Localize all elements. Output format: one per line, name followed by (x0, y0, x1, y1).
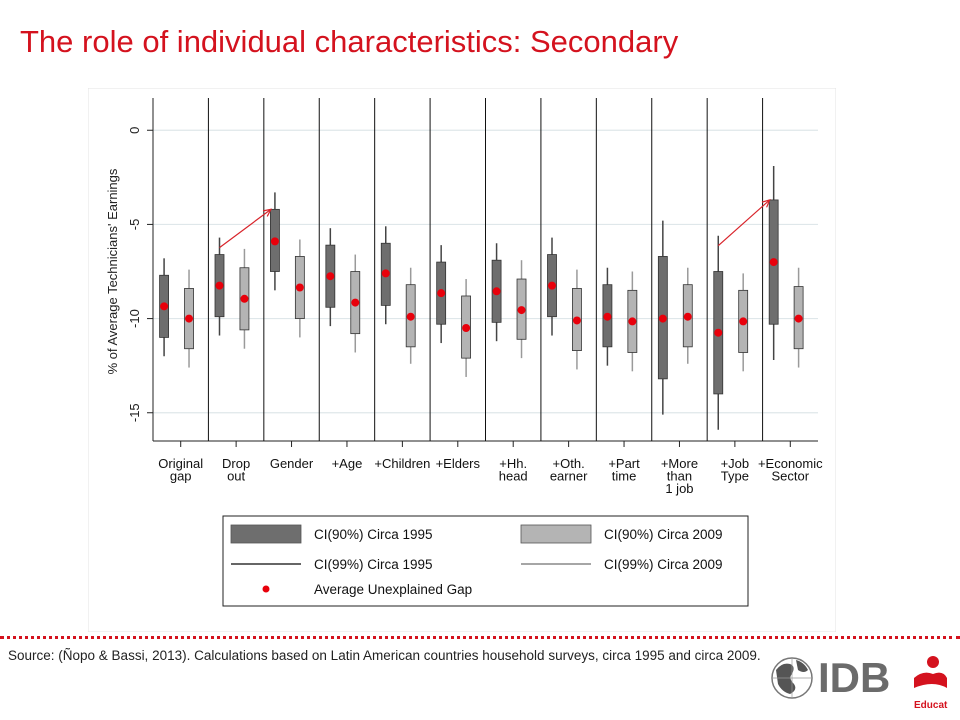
x-tick-label: Gender (270, 456, 314, 471)
gap-marker (658, 314, 667, 323)
legend-label: CI(90%) Circa 2009 (604, 527, 723, 542)
gap-marker (603, 312, 612, 321)
x-tick-label: +More (661, 456, 698, 471)
person-icon (914, 656, 947, 688)
x-tick-label: +Children (374, 456, 430, 471)
x-tick-label: +Job (721, 456, 750, 471)
gap-marker (794, 314, 803, 323)
x-tick-label: Sector (772, 469, 810, 484)
legend-box (222, 515, 749, 607)
source-note: Source: (Ñopo & Bassi, 2013). Calculatio… (8, 648, 761, 663)
x-tick-label: head (499, 469, 528, 484)
legend-label: CI(90%) Circa 1995 (314, 527, 433, 542)
gap-marker (185, 314, 194, 323)
x-tick-label: +Part (608, 456, 640, 471)
trend-arrow-line (717, 199, 771, 247)
page-title: The role of individual characteristics: … (20, 24, 679, 59)
x-tick-label: +Age (332, 456, 363, 471)
gap-marker (739, 317, 748, 326)
gap-marker (326, 272, 335, 281)
legend-label: Average Unexplained Gap (314, 582, 472, 597)
chart: 0 -5 -10 -15 % of Average Technicians' Earni… (87, 87, 837, 633)
y-tick-label: -15 (127, 403, 142, 422)
footer-divider (0, 636, 960, 639)
boxplot-chart-svg: 0 -5 -10 -15 % of Average Technicians' Earni… (87, 87, 837, 633)
x-tick-label: +Hh. (499, 456, 527, 471)
x-tick-label: Drop (222, 456, 250, 471)
x-tick-label: Type (721, 469, 749, 484)
gap-marker (437, 289, 446, 298)
y-axis-label: % of Average Technicians' Earnings (105, 168, 120, 374)
legend-swatch-dot (262, 585, 270, 593)
legend-label: CI(99%) Circa 2009 (604, 557, 723, 572)
y-tick-label: -10 (127, 309, 142, 328)
x-tick-label: +Elders (436, 456, 481, 471)
gap-marker (548, 281, 556, 290)
gap-marker (572, 316, 581, 325)
gap-marker (270, 237, 279, 246)
gap-marker (517, 306, 526, 315)
gap-marker (492, 287, 501, 296)
idb-logo: IDB Education (768, 648, 960, 712)
gap-marker (240, 294, 249, 303)
gap-marker (462, 324, 471, 332)
x-tick-label: out (227, 469, 245, 484)
x-tick-label: +Economic (758, 456, 823, 471)
gap-marker (769, 258, 778, 267)
gap-marker (628, 317, 637, 326)
legend-swatch-box (520, 524, 592, 544)
logo-subtext: Education (914, 700, 948, 711)
x-tick-label: Original (158, 456, 203, 471)
x-tick-label: than (667, 469, 692, 484)
x-tick-label: 1 job (665, 481, 693, 496)
y-tick-label: 0 (127, 127, 142, 134)
gap-marker (215, 281, 224, 290)
gap-marker (295, 283, 304, 292)
legend-label: CI(99%) Circa 1995 (314, 557, 433, 572)
trend-arrow-line (219, 208, 272, 249)
gap-marker (351, 298, 360, 307)
x-tick-label: time (612, 469, 637, 484)
x-tick-label: earner (550, 469, 588, 484)
x-tick-label: gap (170, 469, 192, 484)
gap-marker (160, 302, 169, 311)
x-tick-label: +Oth. (553, 456, 585, 471)
gap-marker (381, 269, 390, 278)
legend-swatch-box (230, 524, 302, 544)
gap-marker (714, 328, 723, 337)
y-tick-label: -5 (127, 219, 142, 231)
trend-arrow-head (761, 199, 771, 208)
trend-arrow-head (262, 208, 273, 217)
gap-marker (683, 312, 692, 321)
gap-marker (406, 312, 415, 321)
globe-icon (771, 657, 813, 699)
logo-text: IDB (818, 654, 890, 701)
